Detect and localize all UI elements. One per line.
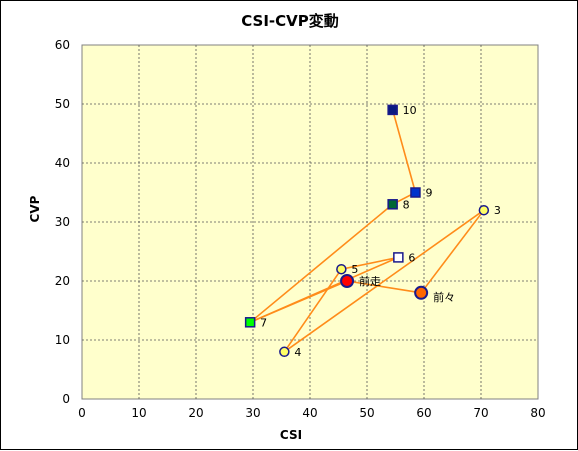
axis-ticks: 0 10 20 30 40 50 60 70 80 0 10 20 30 40 50 60 bbox=[55, 38, 546, 420]
x-axis-title: CSI bbox=[280, 428, 302, 442]
data-point-6 bbox=[393, 252, 404, 263]
x-tick-label: 10 bbox=[131, 406, 146, 420]
y-tick-label: 0 bbox=[62, 392, 70, 406]
data-point-4 bbox=[279, 346, 290, 358]
data-point-3 bbox=[478, 204, 490, 216]
y-tick-label: 40 bbox=[55, 156, 70, 170]
data-point-前々 bbox=[414, 285, 429, 300]
x-tick-label: 0 bbox=[78, 406, 86, 420]
x-tick-label: 40 bbox=[302, 406, 317, 420]
data-point-7 bbox=[244, 317, 256, 328]
chart-title: CSI-CVP変動 bbox=[241, 12, 339, 30]
series-segment bbox=[249, 280, 348, 324]
point-label-前走: 前走 bbox=[359, 274, 381, 288]
point-label-4: 4 bbox=[294, 346, 301, 359]
x-tick-label: 70 bbox=[473, 406, 488, 420]
point-label-5: 5 bbox=[351, 263, 358, 276]
x-tick-label: 30 bbox=[245, 406, 260, 420]
point-labels: 3 4 5 6 7 8 9 10 前々 前走 bbox=[260, 104, 501, 359]
point-label-9: 9 bbox=[425, 187, 432, 200]
data-point-5 bbox=[336, 263, 347, 275]
data-point-前走 bbox=[340, 274, 355, 288]
y-tick-label: 60 bbox=[55, 38, 70, 52]
x-tick-label: 50 bbox=[359, 406, 374, 420]
point-label-7: 7 bbox=[260, 316, 267, 329]
series-segment bbox=[420, 209, 485, 294]
y-tick-label: 20 bbox=[55, 274, 70, 288]
x-tick-label: 80 bbox=[530, 406, 545, 420]
y-axis-title: CVP bbox=[28, 195, 42, 222]
data-point-9 bbox=[410, 187, 421, 198]
y-tick-label: 10 bbox=[55, 333, 70, 347]
series-markers bbox=[244, 104, 490, 358]
point-label-10: 10 bbox=[403, 104, 417, 117]
point-label-8: 8 bbox=[403, 198, 410, 211]
data-point-8 bbox=[387, 199, 398, 210]
point-label-3: 3 bbox=[494, 204, 501, 217]
y-tick-label: 50 bbox=[55, 97, 70, 111]
x-tick-label: 60 bbox=[416, 406, 431, 420]
point-label-6: 6 bbox=[408, 251, 415, 264]
grid-lines bbox=[82, 45, 538, 399]
y-tick-label: 30 bbox=[55, 215, 70, 229]
point-label-前々: 前々 bbox=[433, 290, 455, 304]
data-point-10 bbox=[387, 104, 398, 116]
series-segment bbox=[346, 280, 422, 294]
x-tick-label: 20 bbox=[188, 406, 203, 420]
